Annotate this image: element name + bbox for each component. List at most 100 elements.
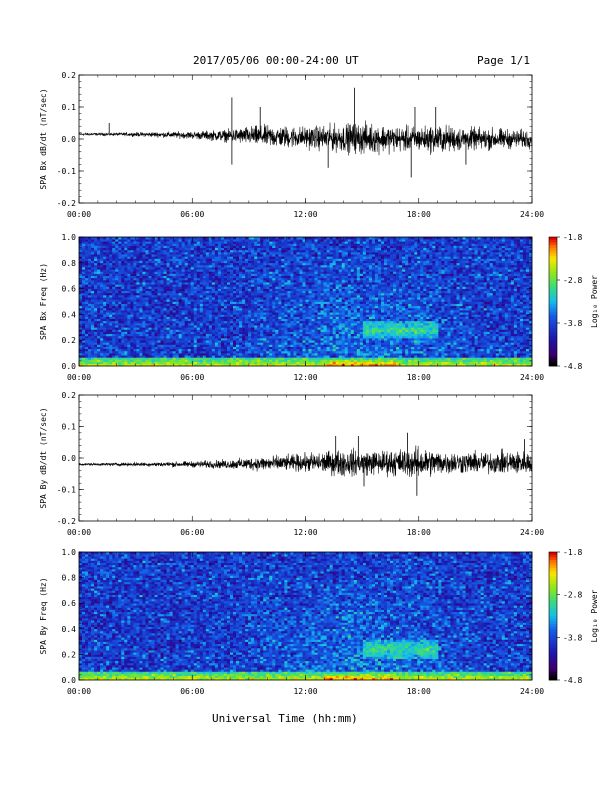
spectrogram-cell	[269, 305, 273, 309]
spectrogram-cell	[272, 327, 276, 330]
spectrogram-cell	[299, 344, 303, 347]
spectrogram-cell	[172, 316, 176, 319]
spectrogram-cell	[305, 344, 309, 347]
spectrogram-cell	[163, 357, 167, 360]
spectrogram-cell	[311, 301, 315, 304]
spectrogram-cell	[278, 344, 282, 347]
spectrogram-cell	[214, 282, 219, 285]
spectrogram-cell	[223, 288, 228, 292]
spectrogram-cell	[187, 297, 192, 300]
spectrogram-cell	[115, 288, 119, 292]
spectrogram-cell	[145, 353, 149, 356]
spectrogram-cell	[311, 361, 315, 365]
spectrogram-cell	[223, 295, 228, 298]
spectrogram-cell	[184, 254, 189, 257]
spectrogram-cell	[275, 316, 279, 319]
spectrogram-cell	[91, 350, 95, 354]
spectrogram-cell	[91, 355, 95, 358]
spectrogram-cell	[317, 239, 321, 242]
spectrogram-cell	[287, 247, 291, 251]
spectrogram-cell	[257, 297, 261, 300]
spectrogram-cell	[199, 241, 204, 244]
spectrogram-cell	[79, 262, 83, 266]
spectrogram-cell	[251, 307, 255, 311]
spectrogram-cell	[124, 355, 128, 358]
spectrogram-cell	[184, 247, 189, 251]
spectrogram-cell	[314, 320, 318, 324]
spectrogram-cell	[211, 269, 216, 272]
spectrogram-cell	[184, 353, 189, 356]
spectrogram-cell	[154, 254, 158, 257]
spectrogram-cell	[217, 363, 222, 367]
spectrogram-cell	[248, 277, 252, 281]
spectrogram-cell	[317, 264, 321, 268]
spectrogram-cell	[124, 247, 128, 251]
spectrogram-cell	[124, 297, 128, 300]
spectrogram-cell	[178, 260, 182, 264]
spectrogram-cell	[245, 292, 249, 296]
spectrogram-cell	[151, 312, 155, 315]
spectrogram-cell	[248, 273, 252, 276]
spectrogram-cell	[163, 350, 167, 354]
spectrogram-cell	[299, 275, 303, 279]
spectrogram-cell	[311, 241, 315, 244]
spectrogram-cell	[311, 247, 315, 251]
spectrogram-cell	[293, 284, 297, 287]
spectrogram-cell	[85, 254, 89, 257]
spectrogram-cell	[172, 344, 176, 347]
spectrogram-cell	[248, 239, 252, 242]
spectrogram-cell	[272, 335, 276, 339]
spectrogram-cell	[109, 353, 113, 356]
spectrogram-cell	[85, 348, 89, 352]
spectrogram-cell	[266, 241, 270, 244]
spectrogram-cell	[272, 350, 276, 354]
spectrogram-cell	[269, 301, 273, 304]
spectrogram-cell	[175, 280, 179, 283]
spectrogram-cell	[199, 329, 204, 332]
spectrogram-cell	[239, 340, 243, 343]
spectrogram-cell	[239, 316, 243, 319]
spectrogram-cell	[124, 280, 128, 283]
spectrogram-cell	[272, 355, 276, 358]
spectrogram-cell	[226, 288, 231, 292]
spectrogram-cell	[196, 323, 201, 326]
spectrogram-cell	[266, 327, 270, 330]
spectrogram-cell	[136, 288, 140, 292]
spectrogram-cell	[220, 256, 225, 259]
spectrogram-cell	[242, 260, 246, 264]
spectrogram-cell	[82, 241, 86, 244]
spectrogram-cell	[85, 353, 89, 356]
spectrogram-cell	[272, 267, 276, 270]
spectrogram-cell	[260, 297, 264, 300]
spectrogram-cell	[223, 327, 228, 330]
spectrogram-cell	[230, 357, 234, 360]
spectrogram-cell	[139, 284, 143, 287]
spectrogram-cell	[142, 273, 146, 276]
spectrogram-cell	[302, 247, 306, 251]
spectrogram-cell	[239, 348, 243, 352]
spectrogram-cell	[136, 303, 140, 307]
spectrogram-cell	[269, 316, 273, 319]
spectrogram-cell	[223, 299, 228, 302]
spectrogram-cell	[293, 320, 297, 324]
spectrogram-cell	[226, 335, 231, 339]
spectrogram-cell	[130, 290, 134, 294]
spectrogram-cell	[290, 290, 294, 294]
spectrogram-cell	[281, 310, 285, 313]
spectrogram-cell	[290, 260, 294, 264]
spectrogram-cell	[278, 288, 282, 292]
spectrogram-cell	[308, 335, 312, 339]
x-tick-label: 06:00	[180, 210, 204, 219]
spectrogram-cell	[172, 275, 176, 279]
spectrogram-cell	[145, 342, 149, 345]
spectrogram-cell	[302, 338, 306, 341]
spectrogram-cell	[260, 267, 264, 270]
spectrogram-cell	[236, 292, 240, 296]
spectrogram-cell	[214, 350, 219, 354]
spectrogram-cell	[299, 357, 303, 360]
spectrogram-cell	[236, 333, 240, 337]
spectrogram-cell	[233, 316, 237, 319]
spectrogram-cell	[320, 314, 324, 317]
spectrogram-cell	[91, 342, 95, 345]
spectrogram-cell	[305, 346, 309, 350]
